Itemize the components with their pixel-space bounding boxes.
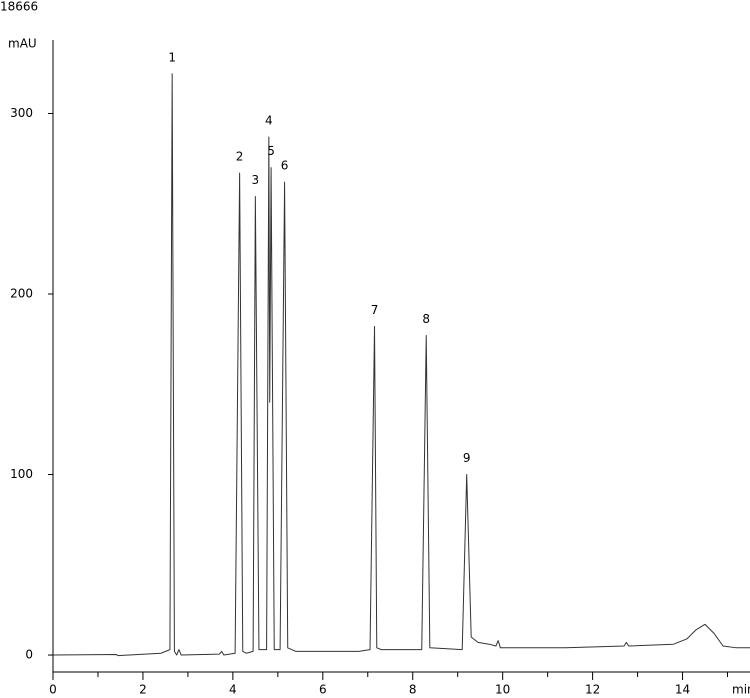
x-tick-label: 8 [409, 683, 417, 697]
peak-label: 3 [252, 173, 260, 187]
y-tick-label: 200 [10, 286, 33, 300]
y-tick-label: 100 [10, 467, 33, 481]
peak-label: 7 [371, 303, 379, 317]
x-tick-label: 10 [495, 683, 510, 697]
peak-label: 5 [267, 144, 275, 158]
peak-label: 4 [265, 113, 273, 127]
x-tick-label: 2 [139, 683, 147, 697]
x-tick-label: 14 [675, 683, 690, 697]
y-tick-label: 0 [25, 648, 33, 662]
peak-label: 2 [236, 150, 244, 164]
peak-label: 8 [422, 312, 430, 326]
x-axis-label: min [732, 683, 750, 697]
x-tick-label: 0 [49, 683, 57, 697]
y-axis-label: mAU [8, 37, 37, 51]
peak-label: 9 [463, 451, 471, 465]
header: 18666 [0, 0, 38, 14]
x-tick-label: 4 [229, 683, 237, 697]
peak-label: 1 [168, 50, 176, 64]
trace [52, 73, 750, 657]
x-tick-label: 12 [585, 683, 600, 697]
y-tick-label: 300 [10, 106, 33, 120]
peak-label: 6 [281, 159, 289, 173]
x-tick-label: 6 [319, 683, 327, 697]
